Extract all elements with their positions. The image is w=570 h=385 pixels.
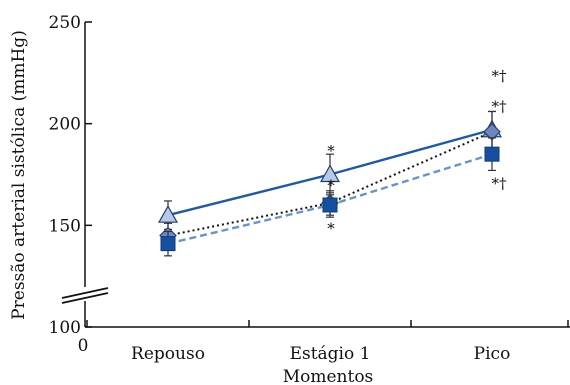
y-tick-label: 100 [49,318,81,338]
data-point-square [322,197,338,213]
y-tick-label: 250 [49,13,81,33]
data-point-square [484,146,500,162]
data-point-square [160,236,176,252]
significance-annotation: * [327,177,335,195]
significance-annotation: * [327,142,335,160]
series-3-square [160,137,500,257]
y-axis-title: Pressão arterial sistólica (mmHg) [9,30,29,320]
axes: 0 [60,22,570,356]
significance-annotation: *† [492,175,508,193]
x-ticks: Repouso Estágio 1 Pico [86,320,569,364]
y-tick-label: 150 [49,216,81,236]
series-layer [157,110,503,257]
annotations: * * * *† *† *† [327,67,507,238]
x-category-label: Estágio 1 [290,344,371,364]
significance-annotation: *† [492,97,508,115]
y-tick-label: 200 [49,115,81,135]
data-point-triangle [319,164,341,183]
data-point-triangle [157,204,179,223]
significance-annotation: *† [492,67,508,85]
significance-annotation: * [327,219,335,237]
x-origin-label: 0 [78,336,89,356]
axis-break-mark [60,287,110,304]
x-category-label: Repouso [131,344,205,364]
x-category-label: Pico [474,344,511,364]
y-ticks: 100 150 200 250 [49,13,92,338]
x-axis-title: Momentos [283,367,374,385]
